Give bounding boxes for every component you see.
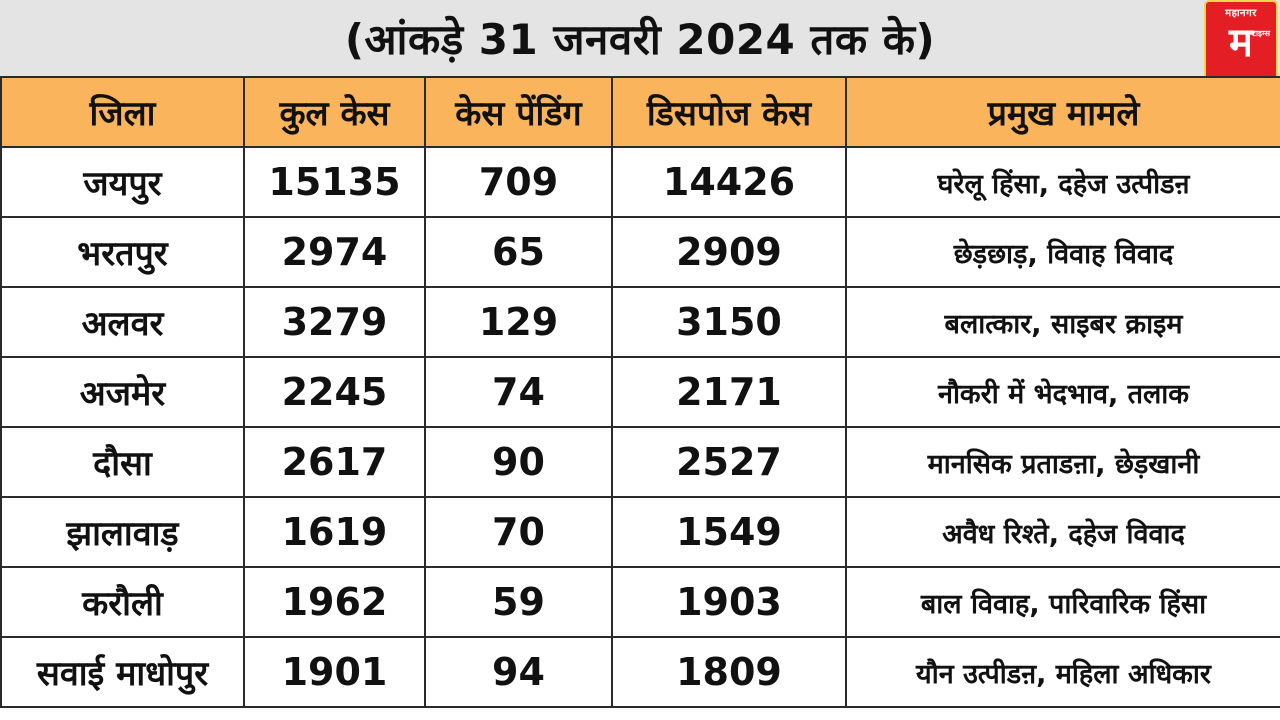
pending-cases-cell: 59 <box>424 566 613 638</box>
title-bar: (आंकड़े 31 जनवरी 2024 तक के) <box>0 0 1280 76</box>
disposed-cases-cell: 2527 <box>611 426 847 498</box>
disposed-cases-cell: 1809 <box>611 636 847 708</box>
total-cases-cell: 2245 <box>243 356 426 428</box>
pending-cases-cell: 129 <box>424 286 613 358</box>
major-cases-cell: छेड़छाड़, विवाह विवाद <box>845 216 1280 288</box>
major-cases-cell: बलात्कार, साइबर क्राइम <box>845 286 1280 358</box>
total-cases-cell: 1962 <box>243 566 426 638</box>
major-cases-cell: नौकरी में भेदभाव, तलाक <box>845 356 1280 428</box>
pending-cases-cell: 74 <box>424 356 613 428</box>
pending-cases-cell: 709 <box>424 146 613 218</box>
brand-logo: महानगर म टाइम्स <box>1206 2 1276 84</box>
disposed-cases-cell: 2171 <box>611 356 847 428</box>
total-cases-cell: 15135 <box>243 146 426 218</box>
total-cases-cell: 2974 <box>243 216 426 288</box>
table-row: अलवर 3279 129 3150 बलात्कार, साइबर क्राइ… <box>0 286 1280 358</box>
column-header-major-cases: प्रमुख मामले <box>845 76 1280 148</box>
major-cases-cell: मानसिक प्रताडऩा, छेड़खानी <box>845 426 1280 498</box>
disposed-cases-cell: 3150 <box>611 286 847 358</box>
logo-subtext: टाइम्स <box>1251 29 1270 38</box>
table-row: करौली 1962 59 1903 बाल विवाह, पारिवारिक … <box>0 566 1280 638</box>
disposed-cases-cell: 1903 <box>611 566 847 638</box>
district-cell: अजमेर <box>0 356 245 428</box>
major-cases-cell: घरेलू हिंसा, दहेज उत्पीडऩ <box>845 146 1280 218</box>
disposed-cases-cell: 2909 <box>611 216 847 288</box>
table-row: झालावाड़ 1619 70 1549 अवैध रिश्ते, दहेज … <box>0 496 1280 568</box>
total-cases-cell: 1619 <box>243 496 426 568</box>
table-row: अजमेर 2245 74 2171 नौकरी में भेदभाव, तला… <box>0 356 1280 428</box>
table-row: दौसा 2617 90 2527 मानसिक प्रताडऩा, छेड़ख… <box>0 426 1280 498</box>
district-cell: करौली <box>0 566 245 638</box>
district-cell: झालावाड़ <box>0 496 245 568</box>
major-cases-cell: बाल विवाह, पारिवारिक हिंसा <box>845 566 1280 638</box>
total-cases-cell: 1901 <box>243 636 426 708</box>
major-cases-cell: यौन उत्पीडऩ, महिला अधिकार <box>845 636 1280 708</box>
table-row: सवाई माधोपुर 1901 94 1809 यौन उत्पीडऩ, म… <box>0 636 1280 708</box>
table-header-row: जिला कुल केस केस पेंडिंग डिसपोज केस प्रम… <box>0 76 1280 148</box>
district-cases-table: जिला कुल केस केस पेंडिंग डिसपोज केस प्रम… <box>0 76 1280 708</box>
pending-cases-cell: 70 <box>424 496 613 568</box>
district-cell: सवाई माधोपुर <box>0 636 245 708</box>
column-header-pending-cases: केस पेंडिंग <box>424 76 613 148</box>
column-header-total-cases: कुल केस <box>243 76 426 148</box>
total-cases-cell: 3279 <box>243 286 426 358</box>
logo-text: महानगर <box>1225 8 1257 19</box>
disposed-cases-cell: 14426 <box>611 146 847 218</box>
disposed-cases-cell: 1549 <box>611 496 847 568</box>
district-cell: भरतपुर <box>0 216 245 288</box>
district-cell: जयपुर <box>0 146 245 218</box>
pending-cases-cell: 94 <box>424 636 613 708</box>
major-cases-cell: अवैध रिश्ते, दहेज विवाद <box>845 496 1280 568</box>
pending-cases-cell: 65 <box>424 216 613 288</box>
page-title: (आंकड़े 31 जनवरी 2024 तक के) <box>344 14 936 64</box>
column-header-district: जिला <box>0 76 245 148</box>
total-cases-cell: 2617 <box>243 426 426 498</box>
table-row: जयपुर 15135 709 14426 घरेलू हिंसा, दहेज … <box>0 146 1280 218</box>
logo-mark-icon: म <box>1229 19 1253 66</box>
pending-cases-cell: 90 <box>424 426 613 498</box>
column-header-disposed-cases: डिसपोज केस <box>611 76 847 148</box>
district-cell: दौसा <box>0 426 245 498</box>
table-row: भरतपुर 2974 65 2909 छेड़छाड़, विवाह विवा… <box>0 216 1280 288</box>
district-cell: अलवर <box>0 286 245 358</box>
